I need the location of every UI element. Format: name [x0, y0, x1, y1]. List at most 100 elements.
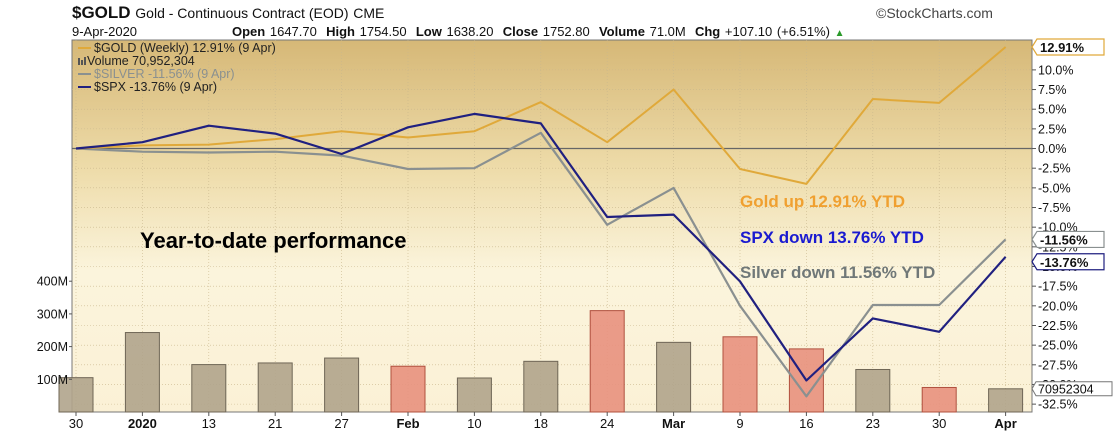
volume-icon — [78, 58, 80, 65]
volume-tick-label: 400M — [37, 275, 68, 289]
y-tick-label: -22.5% — [1038, 319, 1078, 333]
quote-values: Open 1647.70 High 1754.50 Low 1638.20 Cl… — [232, 24, 844, 39]
y-tick-label: 10.0% — [1038, 63, 1073, 77]
volume-tick-label: 200M — [37, 340, 68, 354]
legend-entry: Volume 70,952,304 — [87, 54, 195, 68]
x-tick-label: 23 — [866, 416, 880, 431]
end-label: -13.76% — [1031, 253, 1105, 271]
volume-bar — [589, 310, 625, 413]
annotation-text: Silver down 11.56% YTD — [740, 263, 935, 282]
volume-last-box — [1031, 381, 1113, 397]
volume-bar — [523, 360, 559, 413]
volume-axis: 400M 300M 200M 100M — [37, 275, 72, 387]
volume-bar — [257, 362, 293, 413]
x-tick-label: 13 — [202, 416, 216, 431]
chg-label: Chg — [694, 24, 721, 39]
volume-label: Volume — [598, 24, 645, 39]
series-line-spx — [75, 112, 1007, 382]
y-tick-label: 7.5% — [1038, 83, 1067, 97]
end-label: 12.91% — [1031, 38, 1105, 56]
annotations: Year-to-date performance Gold up 12.91% Y… — [140, 192, 935, 282]
y-tick-label: -7.5% — [1038, 201, 1071, 215]
low-value: 1638.20 — [446, 24, 494, 39]
brand: ©StockCharts.com — [876, 5, 993, 21]
volume-bar — [390, 365, 426, 413]
quote-date: 9-Apr-2020 — [72, 24, 138, 39]
annotation-text: Gold up 12.91% YTD — [740, 192, 905, 211]
end-label-text: -13.76% — [1040, 255, 1089, 270]
volume-bar — [656, 341, 692, 413]
volume-icon — [84, 57, 86, 65]
legend-entry: $SPX -13.76% (9 Apr) — [94, 80, 217, 94]
low-label: Low — [415, 24, 442, 39]
header-title-row: $GOLD Gold - Continuous Contract (EOD) C… — [72, 3, 384, 23]
end-label-box — [1031, 230, 1105, 249]
annotation-text: SPX down 13.76% YTD — [740, 228, 924, 247]
volume-bars — [58, 310, 1024, 413]
y-tick-label: 5.0% — [1038, 103, 1067, 117]
end-label-box — [1031, 253, 1105, 271]
volume-tick-label: 100M — [37, 373, 68, 387]
legend-entry: $SILVER -11.56% (9 Apr) — [94, 67, 235, 81]
annotation-text: Year-to-date performance — [140, 228, 407, 253]
open-value: 1647.70 — [269, 24, 317, 39]
x-tick-label: 21 — [268, 416, 282, 431]
legend: $GOLD (Weekly) 12.91% (9 Apr)Volume 70,9… — [78, 41, 276, 94]
volume-bar — [191, 364, 227, 413]
legend-entry: $GOLD (Weekly) 12.91% (9 Apr) — [94, 41, 276, 55]
chg-up-icon: ▲ — [834, 28, 845, 39]
x-tick-label: 27 — [334, 416, 348, 431]
y-tick-label: -27.5% — [1038, 358, 1078, 372]
volume-bar — [58, 377, 94, 413]
high-value: 1754.50 — [359, 24, 407, 39]
y-axis: 10.0%7.5%5.0%2.5%0.0%-2.5%-5.0%-7.5%-10.… — [1032, 63, 1078, 412]
open-label: Open — [232, 24, 266, 39]
x-tick-label: 18 — [534, 416, 548, 431]
volume-value: 71.0M — [649, 24, 686, 39]
volume-last-text: 70952304 — [1038, 382, 1094, 396]
end-label-text: -11.56% — [1040, 232, 1088, 247]
x-tick-label: 30 — [932, 416, 946, 431]
volume-bar — [324, 357, 360, 413]
close-label: Close — [502, 24, 539, 39]
y-tick-label: 2.5% — [1038, 122, 1067, 136]
y-tick-label: -17.5% — [1038, 280, 1078, 294]
plot-area — [71, 39, 1033, 413]
end-label: -11.56% — [1031, 230, 1105, 249]
volume-bar — [124, 332, 160, 413]
x-tick-label: 10 — [467, 416, 481, 431]
volume-tick-label: 300M — [37, 307, 68, 321]
volume-bar — [722, 336, 758, 413]
y-tick-label: -25.0% — [1038, 339, 1078, 353]
end-labels: 12.91% -11.56% -13.76% 70952304 — [1031, 38, 1113, 397]
x-tick-label: Apr — [994, 416, 1016, 431]
series-lines — [75, 46, 1007, 398]
y-tick-label: -32.5% — [1038, 398, 1078, 412]
y-tick-label: -20.0% — [1038, 299, 1078, 313]
volume-bar — [921, 386, 957, 413]
volume-bar — [855, 368, 891, 413]
x-axis: 30 2020 13 21 27 Feb 10 18 24 Mar 9 16 23 30 Apr — [69, 412, 1017, 431]
x-tick-label: 16 — [799, 416, 813, 431]
x-tick-label: Feb — [396, 416, 419, 431]
x-tick-label: 24 — [600, 416, 614, 431]
high-label: High — [326, 24, 355, 39]
x-tick-label: 2020 — [128, 416, 157, 431]
symbol: $GOLD — [72, 3, 131, 22]
description: Gold - Continuous Contract (EOD) — [135, 5, 349, 21]
volume-icon — [81, 60, 83, 65]
x-tick-label: 9 — [736, 416, 743, 431]
exchange: CME — [353, 5, 385, 21]
y-tick-label: -5.0% — [1038, 181, 1071, 195]
header-quote-row: 9-Apr-2020 — [72, 24, 137, 39]
close-value: 1752.80 — [542, 24, 590, 39]
y-tick-label: -2.5% — [1038, 162, 1071, 176]
volume-bar — [456, 377, 492, 413]
end-label-box — [1031, 38, 1105, 56]
series-line-gold — [75, 46, 1007, 185]
chg-value: +107.10 (+6.51%) — [724, 24, 830, 39]
end-label-text: 12.91% — [1040, 40, 1085, 55]
volume-last-label: 70952304 — [1031, 381, 1113, 397]
x-tick-label: 30 — [69, 416, 83, 431]
